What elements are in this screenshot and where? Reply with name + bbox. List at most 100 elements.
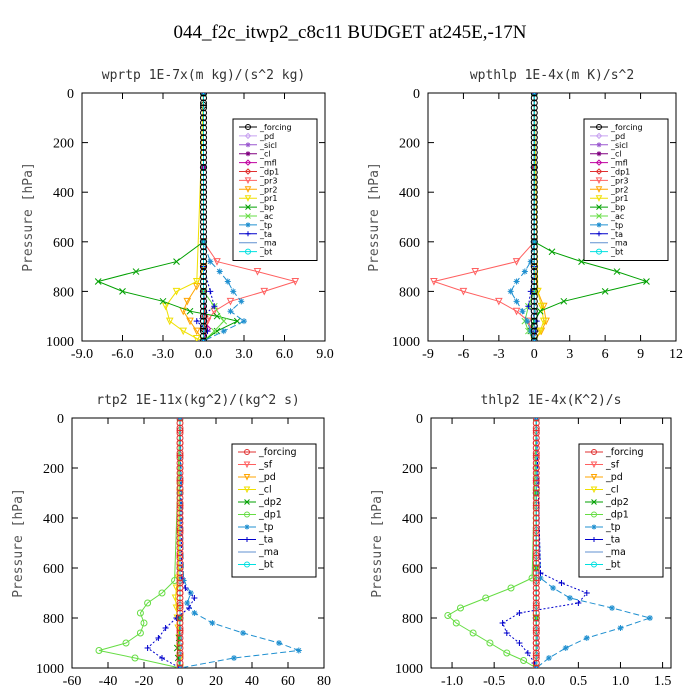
zero-line-marker bbox=[200, 153, 207, 161]
zero-line-marker bbox=[532, 579, 540, 587]
zero-line-marker bbox=[176, 509, 184, 517]
zero-line-marker bbox=[532, 449, 540, 457]
zero-line-marker bbox=[200, 332, 207, 340]
series-marker bbox=[159, 655, 165, 661]
legend-entry: _forcing bbox=[259, 123, 292, 132]
series-marker bbox=[291, 277, 300, 286]
x-tick-label: 3 bbox=[566, 347, 573, 362]
legend-entry: _dp1 bbox=[258, 510, 282, 521]
series-marker bbox=[224, 278, 231, 285]
zero-line-marker bbox=[200, 163, 207, 171]
series-marker bbox=[601, 288, 609, 295]
zero-line-marker bbox=[532, 604, 540, 612]
series-marker bbox=[186, 317, 194, 326]
series-marker bbox=[613, 268, 621, 275]
zero-line-marker bbox=[532, 584, 540, 592]
zero-line-marker bbox=[530, 297, 538, 305]
zero-line-marker bbox=[200, 129, 207, 137]
y-tick-label: 200 bbox=[43, 462, 64, 477]
zero-line-marker bbox=[200, 93, 207, 97]
zero-line-marker bbox=[200, 292, 207, 300]
zero-line-marker bbox=[532, 474, 540, 482]
series-marker bbox=[213, 258, 221, 266]
legend-entry: _bt bbox=[605, 560, 621, 571]
zero-line-marker bbox=[200, 327, 207, 335]
series-marker bbox=[539, 317, 548, 326]
legend-marker bbox=[244, 168, 252, 175]
x-tick-label: 0.5 bbox=[570, 674, 588, 689]
series-marker bbox=[519, 308, 526, 315]
legend-marker bbox=[244, 499, 250, 505]
series-marker bbox=[548, 248, 556, 256]
zero-line-marker bbox=[176, 579, 184, 587]
zero-line-marker bbox=[200, 198, 207, 206]
legend-entry: _tp bbox=[258, 522, 274, 533]
legend-marker bbox=[244, 159, 252, 166]
series-marker bbox=[209, 620, 216, 626]
zero-line-marker bbox=[176, 424, 184, 432]
legend-marker bbox=[245, 142, 251, 148]
series-marker bbox=[575, 600, 582, 606]
y-tick-label: 400 bbox=[399, 186, 420, 201]
zero-line-marker bbox=[532, 649, 540, 657]
legend-marker bbox=[591, 511, 597, 518]
series-marker bbox=[456, 604, 464, 612]
zero-line-marker bbox=[200, 173, 207, 181]
zero-line-marker bbox=[176, 454, 184, 462]
legend-marker bbox=[590, 474, 598, 481]
series-marker bbox=[173, 258, 180, 265]
legend-marker bbox=[596, 231, 602, 237]
zero-line-marker bbox=[200, 183, 207, 191]
legend-marker bbox=[244, 186, 252, 193]
x-tick-label: -6 bbox=[458, 347, 470, 362]
zero-line-marker bbox=[530, 134, 538, 142]
zero-line-marker bbox=[532, 464, 540, 472]
series-marker bbox=[609, 605, 616, 611]
legend-entry: _bp bbox=[610, 203, 625, 212]
zero-line-marker bbox=[176, 419, 184, 427]
series-group bbox=[444, 418, 653, 668]
x-tick-label: -0.5 bbox=[483, 674, 505, 689]
legend-entry: _sicl bbox=[259, 141, 277, 150]
zero-line-marker bbox=[200, 282, 207, 290]
zero-line-marker bbox=[176, 644, 184, 652]
zero-line-marker bbox=[530, 153, 538, 161]
zero-line-marker bbox=[532, 514, 540, 522]
zero-line-marker bbox=[532, 599, 540, 607]
x-tick-label: 6.0 bbox=[276, 347, 294, 362]
legend-marker bbox=[243, 474, 251, 481]
legend-marker bbox=[245, 124, 251, 130]
panel-title: wprtp 1E-7x(m kg)/(s^2 kg) bbox=[102, 68, 306, 83]
zero-line-marker bbox=[530, 94, 538, 102]
zero-line-marker bbox=[532, 429, 540, 437]
legend-marker bbox=[596, 213, 602, 219]
legend-entry: _ma bbox=[610, 239, 628, 248]
zero-line-marker bbox=[530, 312, 538, 320]
y-tick-label: 200 bbox=[402, 462, 423, 477]
figure-title: 044_f2c_itwp2_c8c11 BUDGET at245E,-17N bbox=[173, 22, 526, 43]
series-marker bbox=[204, 328, 211, 335]
series-marker bbox=[220, 317, 228, 325]
zero-line-marker bbox=[200, 238, 207, 246]
legend-box bbox=[231, 443, 317, 578]
zero-line-marker bbox=[532, 634, 540, 642]
zero-line-marker bbox=[200, 317, 207, 325]
legend-marker bbox=[596, 142, 602, 148]
zero-line-marker bbox=[530, 233, 538, 241]
zero-line-marker bbox=[532, 559, 540, 567]
zero-line-marker bbox=[176, 504, 184, 512]
y-tick-label: 0 bbox=[57, 412, 64, 427]
series-marker bbox=[165, 317, 174, 326]
series-marker bbox=[253, 268, 262, 276]
zero-line-marker bbox=[530, 302, 538, 310]
zero-line-marker bbox=[532, 554, 540, 562]
zero-line-marker bbox=[532, 529, 540, 537]
x-tick-label: 60 bbox=[281, 674, 295, 689]
zero-line-marker bbox=[530, 129, 538, 137]
zero-line-marker bbox=[532, 459, 540, 467]
zero-line-marker bbox=[532, 629, 540, 637]
series-group bbox=[95, 418, 302, 668]
series-marker bbox=[516, 610, 523, 616]
zero-line-marker bbox=[200, 149, 207, 157]
zero-line-marker bbox=[532, 484, 540, 492]
